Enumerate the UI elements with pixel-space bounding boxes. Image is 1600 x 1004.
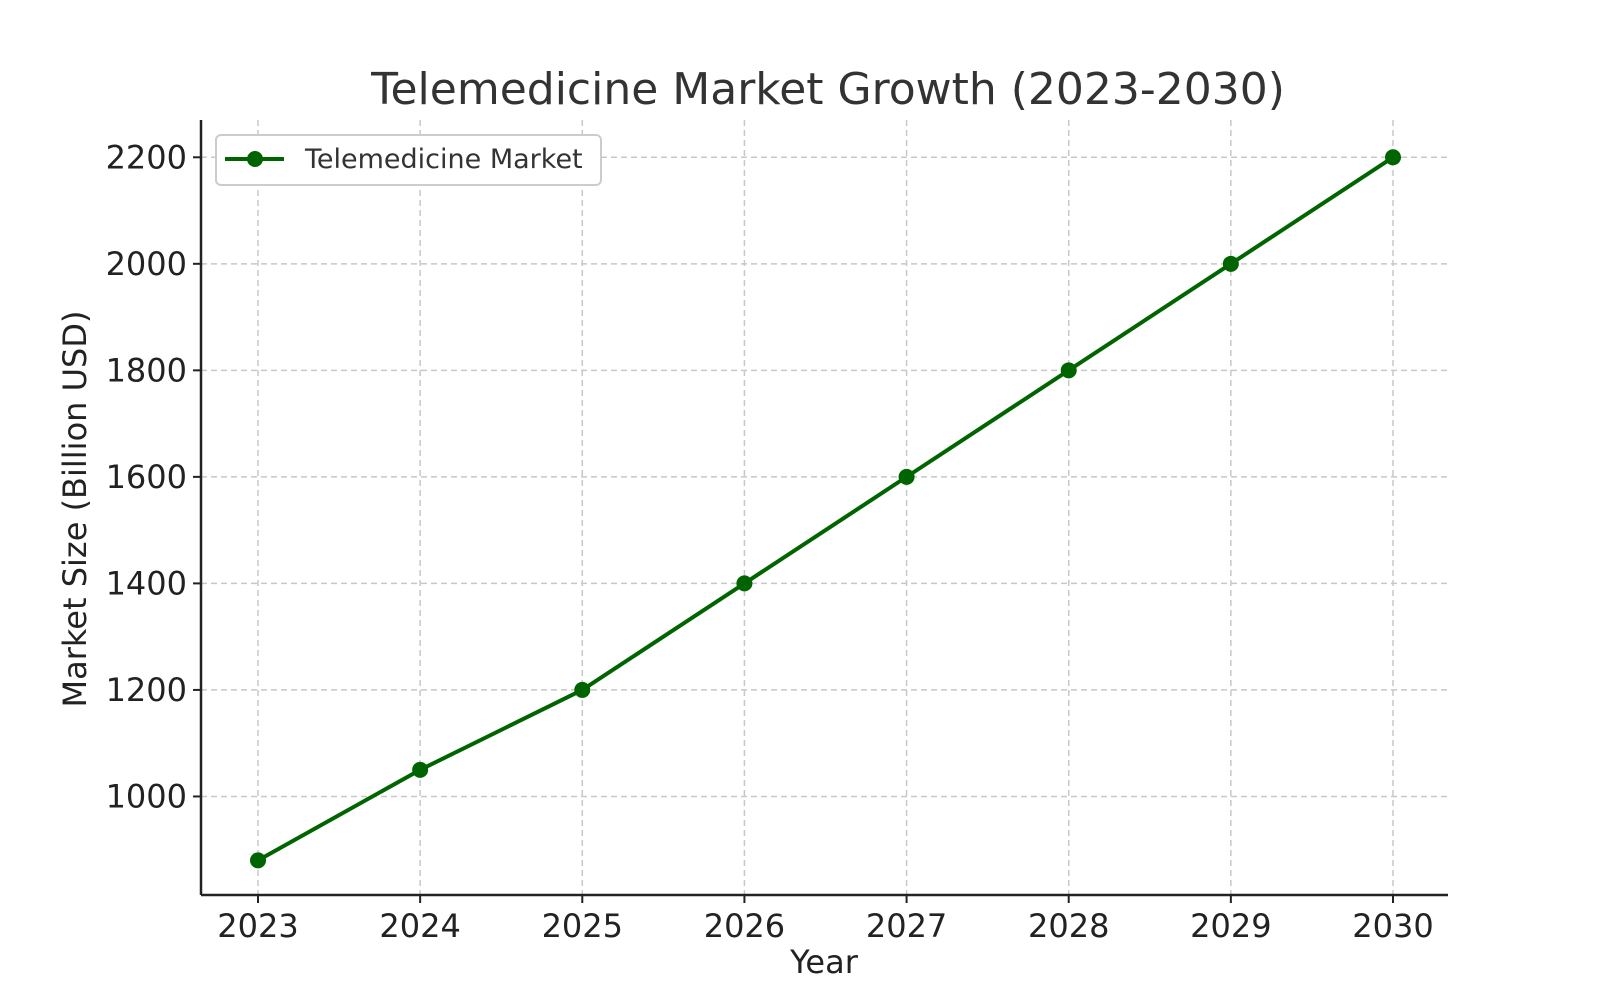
- data-point: [1385, 149, 1401, 166]
- x-tick-label: 2028: [1028, 907, 1109, 945]
- data-point: [736, 575, 753, 592]
- data-point: [898, 468, 915, 485]
- y-tick-label: 2200: [106, 138, 187, 176]
- legend-marker: [247, 151, 263, 167]
- x-axis-label: Year: [789, 943, 859, 981]
- y-tick-label: 1200: [106, 671, 187, 709]
- data-point: [250, 852, 266, 869]
- y-tick-label: 2000: [106, 245, 187, 283]
- series: [250, 149, 1401, 869]
- y-tick-label: 1000: [106, 777, 187, 815]
- y-tick-label: 1600: [106, 458, 187, 496]
- tick-labels: 2023 2024 2025 2026 2027 2028 2029 2030 1000 1200…: [106, 138, 1434, 945]
- x-tick-label: 2026: [704, 907, 785, 945]
- y-tick-label: 1800: [106, 351, 187, 389]
- chart-title: Telemedicine Market Growth (2023-2030): [370, 64, 1285, 115]
- y-tick-label: 1400: [106, 564, 187, 602]
- axes: [193, 120, 1448, 903]
- y-axis-label: Market Size (Billion USD): [56, 311, 94, 708]
- data-point: [574, 681, 591, 698]
- grid-lines: [201, 120, 1448, 895]
- x-tick-label: 2029: [1190, 907, 1271, 945]
- series-line: [257, 155, 1395, 863]
- data-point: [1060, 362, 1077, 379]
- legend-label: Telemedicine Market: [304, 144, 583, 175]
- legend-box: [215, 134, 602, 186]
- data-point: [1222, 255, 1239, 272]
- x-tick-label: 2024: [379, 907, 460, 945]
- data-point: [412, 761, 429, 778]
- x-tick-label: 2025: [542, 907, 623, 945]
- x-tick-label: 2027: [866, 907, 947, 945]
- x-tick-label: 2023: [217, 907, 298, 945]
- legend: Telemedicine Market: [215, 134, 602, 186]
- x-tick-label: 2030: [1352, 907, 1433, 945]
